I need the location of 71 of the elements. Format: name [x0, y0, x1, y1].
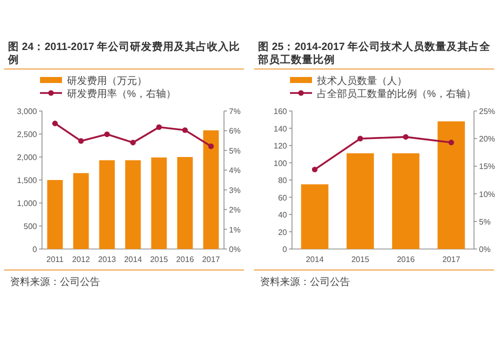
bar — [301, 184, 328, 249]
bar — [151, 157, 167, 249]
x-tick-label: 2015 — [351, 255, 370, 264]
y-tick-label: 100 — [274, 158, 288, 168]
y2-tick-label: 20% — [479, 134, 496, 144]
y-tick-label: 40 — [278, 210, 288, 220]
y-tick-label: 0 — [32, 245, 38, 254]
point — [448, 140, 454, 146]
y-tick-label: 60 — [278, 193, 288, 202]
text: 资料来源：公司公告 — [260, 276, 350, 288]
y2-tick-label: 1% — [229, 225, 241, 234]
bar — [125, 160, 141, 249]
point — [357, 136, 364, 142]
point — [402, 134, 409, 140]
y-tick-label: 140 — [274, 124, 288, 134]
y2-tick-label: 0% — [479, 245, 491, 254]
y-tick-label: 160 — [274, 107, 288, 116]
x-tick-label: 2017 — [202, 255, 220, 264]
x-tick-label: 2014 — [124, 255, 142, 264]
legend-label: 技术人员数量（人） — [316, 75, 407, 87]
bar — [47, 180, 63, 249]
point — [104, 131, 110, 138]
x-tick-label: 2011 — [46, 255, 64, 264]
x-tick-label: 2012 — [72, 255, 90, 264]
y2-tick-label: 15% — [479, 162, 496, 172]
x-tick-label: 2016 — [176, 255, 194, 264]
bar — [438, 121, 465, 249]
point — [182, 127, 188, 133]
chart-title: 图 24：2011-2017 年公司研发费用及其占收入比例 — [7, 40, 240, 66]
x-tick-label: 2016 — [396, 255, 416, 264]
y-tick-label: 500 — [24, 222, 38, 231]
x-tick-label: 2015 — [150, 255, 168, 264]
text: 资料来源：公司公告 — [10, 276, 100, 288]
y2-tick-label: 10% — [479, 190, 496, 199]
y-tick-label: 20 — [278, 228, 288, 237]
y-tick-label: 3,000 — [16, 107, 38, 116]
bar — [203, 130, 219, 249]
point — [78, 138, 84, 144]
y-tick-label: 2,500 — [16, 130, 38, 139]
bar — [73, 173, 89, 249]
legend-label: 研发费用率（%，右轴） — [67, 88, 176, 100]
y2-tick-label: 25% — [479, 107, 496, 116]
bar — [177, 157, 193, 249]
point — [52, 120, 58, 126]
y2-tick-label: 2% — [229, 206, 241, 215]
point — [156, 124, 162, 130]
x-tick-label: 2013 — [98, 255, 116, 264]
y2-tick-label: 4% — [229, 166, 241, 176]
y-tick-label: 80 — [278, 176, 288, 185]
y2-tick-label: 5% — [229, 146, 241, 156]
chart-title: 图 25：2014-2017 年公司技术人员数量及其占全部员工数量比例 — [257, 40, 492, 66]
y-tick-label: 0 — [282, 245, 288, 254]
x-tick-label: 2017 — [442, 255, 461, 264]
x-tick-label: 2014 — [306, 255, 324, 264]
y-tick-label: 120 — [274, 142, 288, 150]
bar — [392, 153, 420, 249]
point — [130, 140, 136, 146]
point — [208, 143, 214, 150]
y2-tick-label: 0% — [229, 245, 241, 254]
y-tick-label: 1,500 — [16, 176, 38, 185]
y2-tick-label: 5% — [479, 217, 491, 226]
y2-tick-label: 3% — [229, 186, 241, 195]
bar — [99, 160, 115, 249]
legend-label: 研发费用（万元） — [67, 75, 147, 87]
y2-tick-label: 6% — [229, 126, 241, 136]
y-tick-label: 2,000 — [16, 153, 38, 162]
y2-tick-label: 7% — [229, 107, 241, 116]
bar — [346, 153, 374, 249]
y-tick-label: 1,000 — [16, 199, 38, 208]
legend-label: 占全部员工数量的比例（%，右轴） — [317, 88, 476, 100]
point — [312, 166, 318, 172]
